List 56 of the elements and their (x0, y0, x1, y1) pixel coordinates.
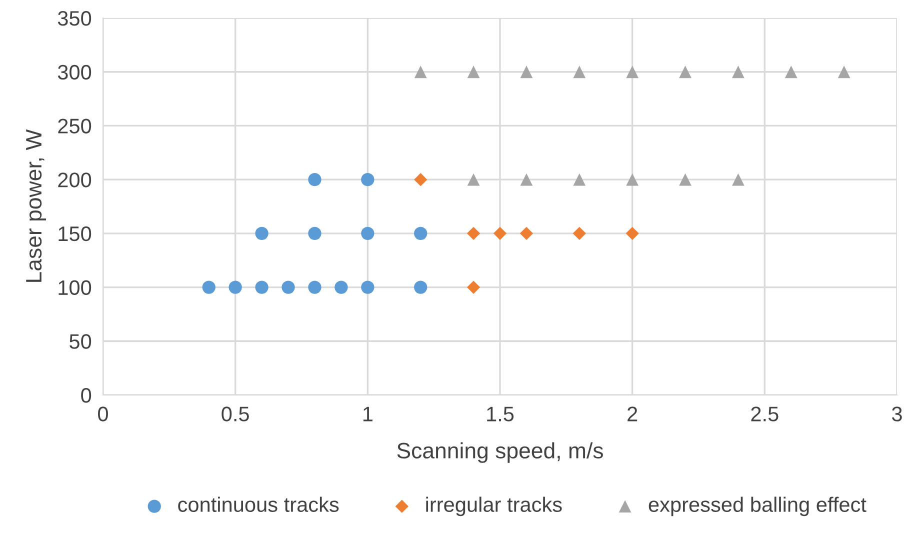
y-tick-label: 350 (58, 11, 92, 26)
x-axis-title: Scanning speed, m/s (397, 442, 603, 463)
point (308, 226, 322, 240)
point (414, 66, 427, 78)
point (572, 226, 586, 240)
point (626, 66, 639, 78)
point (732, 173, 744, 186)
x-tick-label: 1 (363, 406, 372, 422)
point (308, 172, 322, 186)
y-tick-label: 250 (58, 118, 92, 134)
point (467, 173, 480, 186)
point (282, 280, 295, 294)
x-tick-label: 2 (628, 406, 638, 422)
x-tick-label: 0.5 (222, 406, 249, 422)
x-tick-label: 1.5 (487, 406, 514, 422)
x-tick-label: 2.5 (751, 406, 778, 422)
point (414, 280, 428, 294)
point (679, 66, 692, 78)
y-tick-label: 50 (70, 334, 92, 349)
point (414, 172, 428, 186)
point (838, 66, 850, 78)
point (466, 280, 480, 294)
y-tick-label: 200 (58, 172, 92, 188)
legend-label: irregular tracks (426, 496, 562, 516)
point (334, 280, 348, 294)
point (255, 280, 268, 294)
legend-label: expressed balling effect (648, 496, 866, 516)
point (202, 280, 216, 294)
point (467, 66, 480, 78)
point (520, 173, 533, 186)
x-tick-label: 3 (892, 406, 902, 422)
point (573, 66, 586, 78)
point (308, 280, 322, 294)
y-tick-label: 0 (81, 388, 92, 403)
point (520, 66, 533, 78)
legend-label: continuous tracks (178, 496, 339, 512)
point (228, 280, 242, 294)
point (573, 173, 586, 186)
y-tick-label: 100 (58, 280, 92, 296)
point (493, 226, 507, 240)
y-axis-title: Laser power, W (26, 129, 46, 282)
point (520, 226, 534, 240)
point (732, 66, 744, 78)
point (626, 173, 639, 186)
point (361, 172, 374, 186)
point (784, 66, 798, 78)
point (361, 280, 374, 294)
point (414, 226, 428, 240)
y-tick-label: 300 (58, 64, 92, 80)
point (361, 226, 374, 240)
point (255, 226, 268, 240)
y-tick-label: 150 (58, 226, 92, 242)
point (679, 173, 692, 186)
point (466, 226, 480, 240)
point (626, 226, 639, 240)
x-tick-label: 0 (98, 406, 108, 422)
